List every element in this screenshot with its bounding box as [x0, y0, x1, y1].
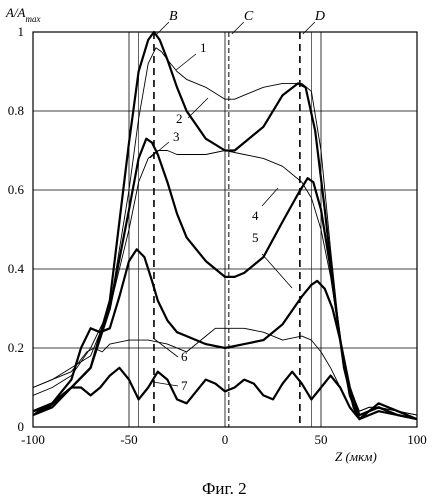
x-tick-label: 50	[315, 432, 328, 447]
x-axis-title: Z (мкм)	[335, 449, 377, 464]
series-leader-2	[188, 98, 208, 118]
series-labels: 1 2 3 4 5 6 7	[150, 40, 292, 393]
series-leader-1	[176, 54, 196, 70]
series-leader-6	[153, 338, 178, 357]
x-tick-label: 100	[407, 432, 427, 447]
y-tick-label: 0.6	[8, 182, 25, 197]
y-tick-label: 0.2	[8, 340, 24, 355]
series-label-5: 5	[252, 230, 259, 245]
series-leader-5	[262, 254, 292, 288]
series-label-7: 7	[181, 378, 188, 393]
y-tick-label: 0.4	[8, 261, 25, 276]
y-axis-title: A/Amax	[5, 5, 41, 24]
marker-label-B: B	[169, 9, 178, 24]
series-label-1: 1	[200, 40, 207, 55]
y-tick-label: 1	[18, 24, 25, 39]
series-label-3: 3	[173, 129, 180, 144]
series-label-6: 6	[181, 349, 188, 364]
tick-labels: -100 -50 0 50 100 0 0.2 0.4 0.6 0.8 1	[8, 24, 427, 447]
x-tick-label: -100	[21, 432, 45, 447]
series-leader-7	[153, 382, 178, 386]
series-label-4: 4	[252, 208, 259, 223]
x-tick-label: -50	[120, 432, 137, 447]
y-tick-label: 0	[18, 419, 25, 434]
series-leader-4	[262, 188, 278, 206]
marker-label-C: C	[244, 9, 254, 24]
figure-caption: Фиг. 2	[202, 479, 247, 498]
y-axis-title-sub: max	[26, 14, 41, 24]
series-label-2: 2	[176, 111, 183, 126]
marker-label-D: D	[314, 9, 325, 24]
y-tick-label: 0.8	[8, 103, 24, 118]
x-tick-label: 0	[222, 432, 229, 447]
